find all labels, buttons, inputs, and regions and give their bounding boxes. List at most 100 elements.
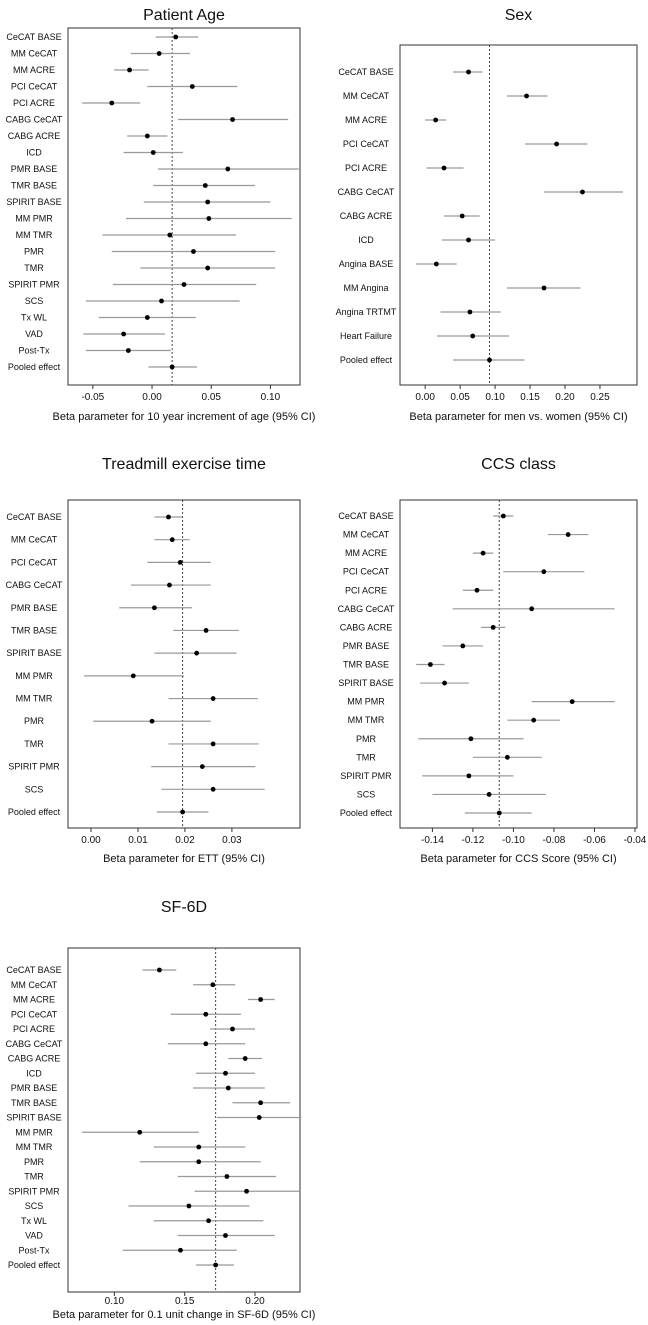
point-estimate [496,810,502,816]
row-label: MM CeCAT [343,530,390,540]
row-label: PCI CeCAT [11,557,58,567]
point-estimate [169,537,175,543]
row-label: ICD [358,235,374,245]
row-label: CABG ACRE [340,622,393,632]
row-label: CABG CeCAT [338,604,395,614]
panel-title: Sex [505,7,533,24]
x-tick-label: -0.08 [543,835,566,846]
point-estimate [210,786,216,792]
row-label: TMR BASE [11,625,57,635]
row-label: CABG ACRE [8,1054,61,1064]
row-label: CeCAT BASE [6,965,61,975]
row-label: PCI CeCAT [11,82,58,92]
row-label: PMR BASE [11,164,58,174]
point-estimate [230,117,235,122]
point-estimate [225,166,231,172]
row-label: CeCAT BASE [6,512,61,522]
point-estimate [486,792,492,797]
point-estimate [531,717,537,723]
row-label: SPIRIT PMR [340,771,392,781]
row-label: MM Angina [343,283,388,293]
row-label: SCS [357,789,376,799]
row-label: PMR [24,716,45,726]
point-estimate [144,133,150,139]
plot-frame [399,499,638,829]
point-estimate [189,84,195,89]
x-tick-label: 0.00 [142,392,162,403]
point-estimate [125,348,131,353]
row-label: MM TMR [348,715,385,725]
point-estimate [487,357,492,363]
point-estimate [205,199,211,205]
point-estimate [460,643,466,649]
row-label: CeCAT BASE [6,32,61,42]
x-tick-label: -0.05 [81,392,104,403]
x-tick-label: 0.10 [485,392,505,403]
row-label: MM PMR [15,1127,53,1137]
row-label: MM ACRE [13,65,55,75]
point-estimate [466,773,472,779]
row-label: SPIRIT BASE [6,197,61,207]
row-label: PCI CeCAT [343,139,390,149]
row-label: MM TMR [16,1142,53,1152]
row-label: CeCAT BASE [338,67,393,77]
row-label: SCS [25,296,44,306]
row-label: CABG CeCAT [338,187,395,197]
point-estimate [244,1188,249,1194]
point-estimate [580,189,585,195]
row-label: MM TMR [16,694,53,704]
row-label: PCI ACRE [345,585,387,595]
x-tick-label: 0.01 [128,835,148,846]
x-tick-label: -0.14 [421,835,444,846]
point-estimate [167,582,172,588]
point-estimate [470,333,476,339]
x-tick-label: 0.03 [222,835,242,846]
point-estimate [202,183,208,188]
point-estimate [194,650,200,656]
point-estimate [178,1247,183,1253]
point-estimate [258,997,264,1002]
row-label: VAD [25,329,43,339]
point-estimate [206,216,212,221]
row-label: MM CeCAT [11,535,58,545]
row-label: SPIRIT PMR [8,762,60,772]
x-tick-label: 0.02 [175,835,195,846]
row-label: MM PMR [347,697,385,707]
x-axis-label: Beta parameter for men vs. women (95% CI… [409,411,627,423]
row-label: Pooled effect [8,807,61,817]
row-label: MM ACRE [345,548,387,558]
point-estimate [258,1100,264,1106]
row-label: PCI ACRE [13,1024,55,1034]
row-label: SCS [25,784,44,794]
row-label: MM PMR [15,671,53,681]
point-estimate [541,569,547,575]
point-estimate [121,331,127,337]
row-label: SPIRIT BASE [6,1113,61,1123]
row-label: TMR [24,263,44,273]
x-axis-label: Beta parameter for 10 year increment of … [53,411,316,423]
x-tick-label: 0.10 [261,392,281,403]
point-estimate [223,1233,228,1238]
x-tick-label: 0.00 [81,835,101,846]
x-tick-label: 0.05 [201,392,221,403]
x-tick-label: 0.00 [415,392,435,403]
point-estimate [205,265,211,271]
panel-title: Patient Age [143,7,225,24]
row-label: Angina TRTMT [336,307,397,317]
point-estimate [191,249,196,254]
row-label: SPIRIT PMR [8,1186,60,1196]
row-label: Pooled effect [340,808,393,818]
x-tick-label: 0.20 [555,392,575,403]
row-label: Tx WL [21,1216,47,1226]
row-label: Pooled effect [8,1260,61,1270]
row-label: TMR BASE [11,181,57,191]
point-estimate [466,69,471,75]
row-label: TMR [24,1172,44,1182]
point-estimate [224,1174,230,1179]
point-estimate [474,587,480,593]
point-estimate [169,364,175,370]
point-estimate [210,696,216,701]
point-estimate [459,213,465,219]
point-estimate [433,117,439,123]
